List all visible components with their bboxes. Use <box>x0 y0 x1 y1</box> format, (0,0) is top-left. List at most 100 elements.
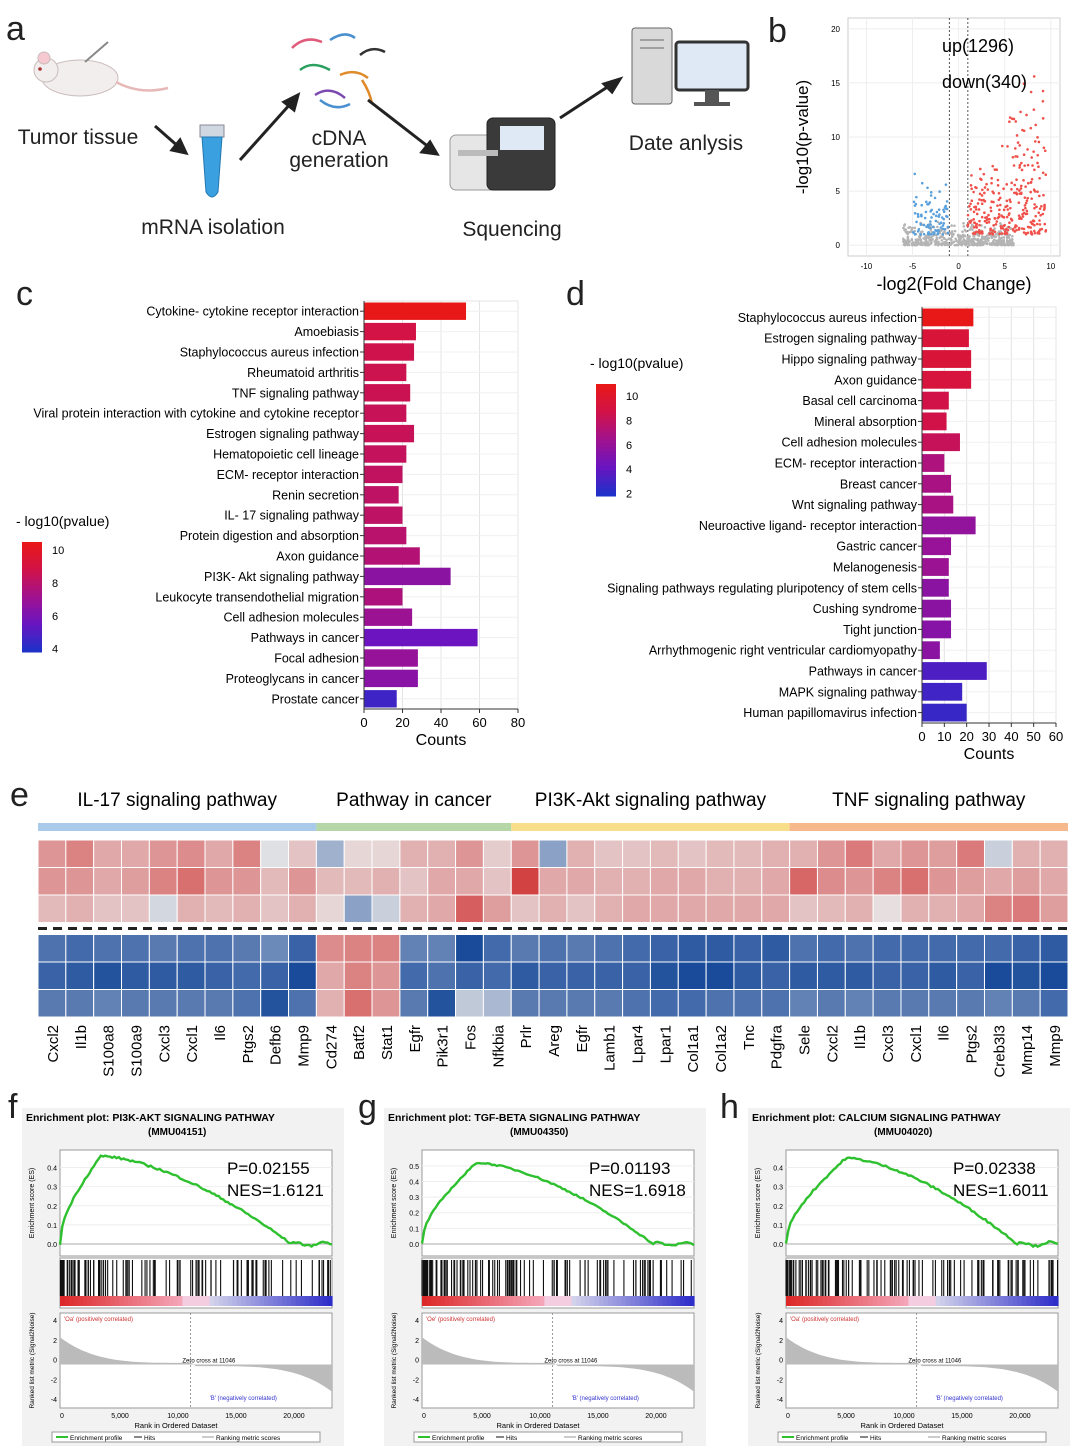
up-point <box>1036 232 1040 235</box>
up-point <box>1005 215 1009 219</box>
legend-swatch <box>22 589 42 594</box>
up-point <box>1032 108 1036 111</box>
heat-cell <box>482 839 512 868</box>
ns-point <box>955 239 958 242</box>
up-point <box>1042 193 1045 197</box>
up-point <box>1023 196 1027 199</box>
heat-cell <box>872 961 902 990</box>
legend-swatch <box>22 619 42 624</box>
heat-cell <box>928 934 958 963</box>
up-point <box>968 204 971 208</box>
legend-swatch <box>22 648 42 653</box>
rank-gradient <box>322 1296 329 1306</box>
heat-cell <box>1011 961 1041 990</box>
gsea-plot-h: Enrichment plot: CALCIUM SIGNALING PATHW… <box>748 1108 1070 1446</box>
rank-gradient <box>168 1296 174 1306</box>
heat-cell <box>872 894 902 923</box>
rank-gradient <box>808 1296 814 1306</box>
heat-cell <box>121 839 150 868</box>
up-point <box>1002 187 1005 191</box>
column-label: Pdgfra <box>769 1024 786 1069</box>
x-tick-label: 15,000 <box>225 1413 247 1420</box>
down-point <box>940 216 944 219</box>
rank-gradient <box>205 1296 211 1306</box>
rank-gradient <box>250 1296 256 1306</box>
up-point <box>985 221 989 224</box>
category-label: Mineral absorption <box>814 415 917 429</box>
computer-icon <box>631 27 750 106</box>
legend-swatch <box>596 417 616 422</box>
up-point <box>992 224 995 227</box>
ns-point <box>983 242 986 245</box>
heat-cell <box>900 839 930 868</box>
category-label: Estrogen signaling pathway <box>206 427 360 441</box>
up-point <box>978 223 981 227</box>
tube-icon <box>199 124 225 198</box>
rank-gradient <box>817 1296 823 1306</box>
up-point <box>1029 126 1033 130</box>
heat-cell <box>148 989 178 1018</box>
heat-cell <box>232 894 262 923</box>
rank-gradient <box>684 1296 691 1306</box>
bar <box>364 445 407 463</box>
heat-cell <box>510 894 540 923</box>
up-point <box>1020 227 1024 230</box>
ns-point <box>930 235 933 239</box>
bar <box>364 322 416 341</box>
legend-swatch <box>22 637 42 642</box>
x-tick-label: -10 <box>861 262 873 271</box>
bar <box>364 628 478 647</box>
up-point <box>991 229 995 232</box>
rank-gradient <box>689 1296 695 1306</box>
up-point <box>982 172 986 176</box>
up-point <box>1023 204 1027 207</box>
up-point <box>996 204 999 207</box>
up-point <box>1024 231 1028 235</box>
heat-cell <box>37 894 67 923</box>
rank-gradient <box>476 1296 482 1306</box>
up-point <box>1036 190 1039 194</box>
heat-cell <box>455 934 484 963</box>
heat-cell <box>121 894 150 923</box>
heat-cell <box>538 989 568 1018</box>
ns-point <box>931 238 934 241</box>
heat-cell <box>121 934 150 963</box>
x-tick-label: -5 <box>909 262 917 271</box>
rank-gradient <box>453 1296 459 1306</box>
rank-gradient <box>264 1296 270 1306</box>
bar <box>364 465 403 484</box>
ns-point <box>962 225 966 228</box>
rank-gradient <box>191 1296 197 1306</box>
up-point <box>1015 134 1019 137</box>
metric-tick-label: 0 <box>53 1358 57 1365</box>
panel-label-b: b <box>768 12 787 50</box>
rank-gradient <box>612 1296 618 1306</box>
rank-gradient <box>164 1296 170 1306</box>
ns-point <box>964 230 968 233</box>
up-point <box>1043 149 1047 153</box>
rank-gradient <box>73 1296 79 1306</box>
stat-nes: NES=1.6011 <box>953 1181 1049 1200</box>
rank-gradient <box>675 1296 681 1306</box>
step-mrna-isolation: mRNA isolation <box>141 216 285 239</box>
heat-cell <box>93 989 123 1018</box>
heat-cell <box>1011 934 1041 963</box>
rank-gradient <box>840 1296 846 1306</box>
rank-gradient <box>78 1296 84 1306</box>
bar <box>922 662 987 680</box>
category-label: Cell adhesion molecules <box>224 611 360 625</box>
legend-swatch <box>22 611 42 616</box>
column-label: Egfr <box>574 1025 591 1053</box>
bar <box>364 588 403 606</box>
legend-swatch <box>596 492 616 497</box>
heat-cell <box>761 867 791 896</box>
group-label: IL-17 signaling pathway <box>77 790 277 811</box>
up-point <box>1026 163 1030 167</box>
ns-point <box>984 238 987 241</box>
legend-swatch <box>596 413 616 419</box>
down-point <box>923 216 927 220</box>
up-point <box>972 225 976 229</box>
heat-cell <box>1011 894 1041 923</box>
metric-tick-label: -4 <box>777 1397 783 1404</box>
x-axis-label: Rank in Ordered Dataset <box>135 1421 219 1430</box>
